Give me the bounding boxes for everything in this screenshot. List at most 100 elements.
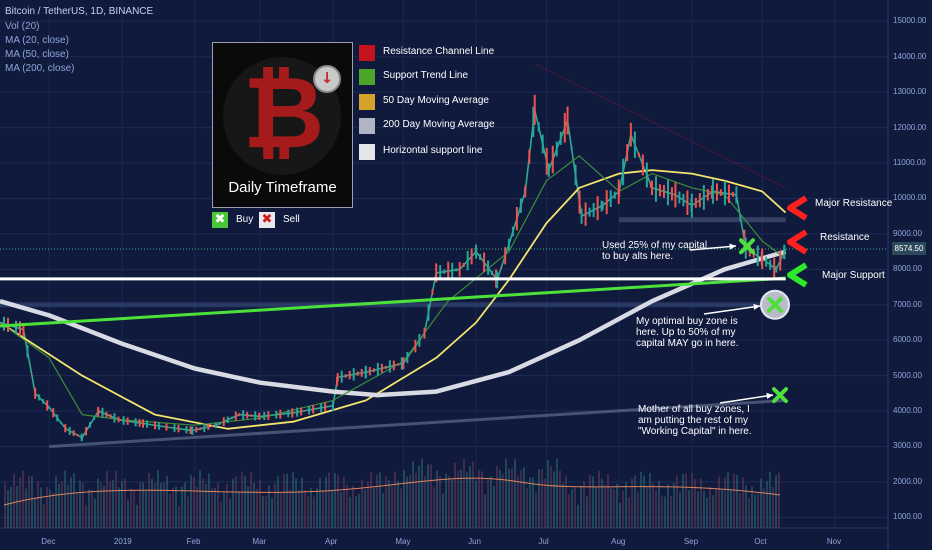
volume-bar	[514, 459, 516, 528]
volume-bar	[547, 460, 549, 528]
volume-bar	[688, 490, 690, 528]
volume-bar	[241, 471, 243, 528]
volume-bar	[379, 472, 381, 528]
volume-bar	[691, 472, 693, 528]
white-arrow	[703, 305, 761, 315]
volume-bar	[427, 464, 429, 528]
volume-bar	[397, 481, 399, 528]
volume-bar	[280, 492, 282, 528]
volume-bar	[109, 481, 111, 528]
volume-bar	[253, 482, 255, 528]
volume-bar	[277, 476, 279, 528]
y-tick-label: 9000.00	[893, 228, 922, 238]
symbol-title[interactable]: Bitcoin / TetherUS, 1D, BINANCE	[5, 6, 154, 17]
volume-bar	[517, 475, 519, 528]
volume-bar	[493, 485, 495, 528]
volume-bar	[76, 492, 78, 528]
buy-label: Buy	[236, 214, 254, 225]
volume-bar	[346, 484, 348, 528]
volume-bar	[187, 496, 189, 528]
volume-bar	[715, 487, 717, 528]
volume-bar	[541, 469, 543, 528]
y-tick-label: 8000.00	[893, 264, 922, 274]
volume-bar	[256, 488, 258, 528]
volume-bar	[70, 477, 72, 528]
volume-bar	[136, 504, 138, 528]
volume-bar	[244, 475, 246, 528]
volume-bar	[151, 478, 153, 528]
volume-bar	[475, 480, 477, 528]
volume-bar	[229, 498, 231, 528]
volume-bar	[736, 475, 738, 528]
volume-bar	[286, 473, 288, 528]
volume-bar	[178, 506, 180, 528]
major-resistance-label: Major Resistance	[815, 198, 893, 209]
volume-bar	[574, 487, 576, 528]
volume-bar	[505, 458, 507, 528]
volume-bar	[511, 468, 513, 528]
volume-bar	[634, 475, 636, 528]
volume-bar	[565, 476, 567, 528]
y-tick-label: 1000.00	[893, 512, 922, 522]
volume-bar	[211, 488, 213, 528]
volume-bar	[487, 477, 489, 528]
volume-bar	[394, 471, 396, 528]
volume-bar	[373, 487, 375, 528]
volume-bar	[49, 489, 51, 528]
volume-bar	[616, 483, 618, 528]
volume-bar	[457, 470, 459, 528]
white-arrow	[719, 394, 774, 404]
volume-bar	[448, 476, 450, 528]
study-vol[interactable]: Vol (20)	[5, 21, 40, 32]
legend-item-horizontal: Horizontal support line	[358, 143, 528, 163]
volume-bar	[628, 497, 630, 528]
volume-bar	[637, 491, 639, 528]
volume-bar	[364, 489, 366, 528]
legend-swatch-red	[358, 44, 376, 62]
volume-bar	[172, 487, 174, 528]
volume-bar	[760, 478, 762, 528]
volume-bar	[142, 482, 144, 528]
volume-bar	[40, 487, 42, 528]
volume-bar	[583, 481, 585, 528]
volume-bar	[589, 474, 591, 528]
bitcoin-logo-box: ₿ ↓ Daily Timeframe	[212, 42, 353, 208]
sell-x-icon: ✖	[259, 212, 275, 228]
volume-bar	[418, 465, 420, 528]
series-line	[0, 249, 787, 398]
down-arrow-icon: ↓	[313, 65, 341, 93]
volume-bar	[133, 490, 135, 528]
volume-bar	[706, 497, 708, 528]
legend-swatch-white	[358, 143, 376, 161]
volume-bar	[169, 493, 171, 528]
volume-bar	[685, 473, 687, 528]
volume-bar	[10, 486, 12, 528]
volume-bar	[163, 482, 165, 528]
legend-item-ma200: 200 Day Moving Average	[358, 117, 528, 137]
x-tick-label: Dec	[41, 537, 56, 546]
volume-bar	[751, 486, 753, 528]
volume-bar	[409, 474, 411, 528]
volume-bar	[193, 477, 195, 528]
volume-bar	[424, 476, 426, 528]
volume-bar	[646, 487, 648, 528]
volume-bar	[190, 475, 192, 528]
volume-bar	[661, 496, 663, 528]
study-ma200[interactable]: MA (200, close)	[5, 63, 75, 74]
volume-bar	[127, 499, 129, 528]
y-tick-label: 15000.00	[893, 16, 927, 26]
study-ma50[interactable]: MA (50, close)	[5, 49, 69, 60]
volume-bar	[697, 491, 699, 528]
volume-bar	[445, 473, 447, 528]
volume-bar	[13, 473, 15, 528]
volume-bar	[763, 488, 765, 528]
legend-swatch-green	[358, 68, 376, 86]
volume-bar	[325, 477, 327, 528]
volume-bar	[160, 482, 162, 528]
volume-bar	[529, 477, 531, 528]
volume-bar	[712, 495, 714, 528]
volume-bar	[442, 493, 444, 528]
study-ma20[interactable]: MA (20, close)	[5, 35, 69, 46]
